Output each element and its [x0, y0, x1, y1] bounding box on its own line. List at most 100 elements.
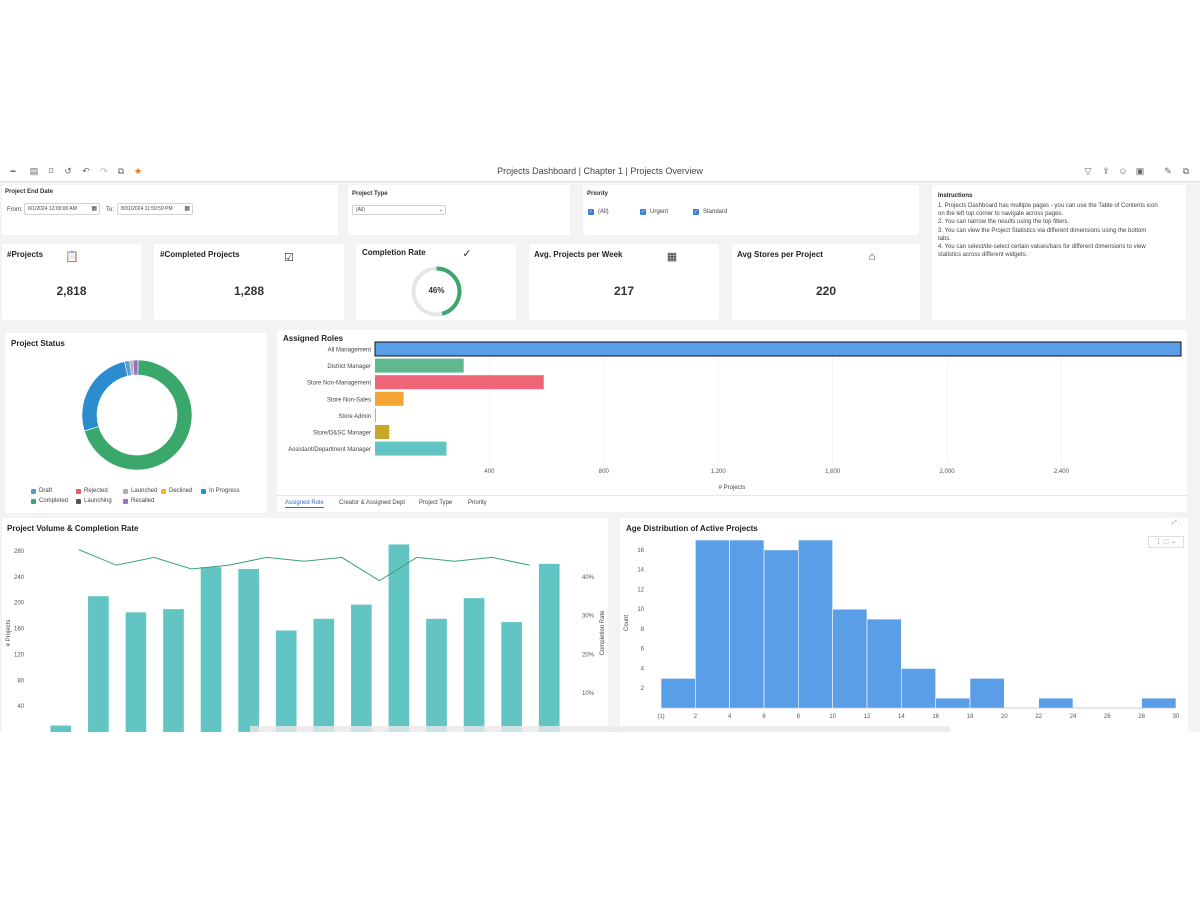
history-icon[interactable]: ↺ — [64, 166, 72, 176]
priority-standard-checkbox[interactable]: ✓ — [693, 209, 699, 215]
status-donut-chart[interactable] — [77, 355, 197, 475]
chart-tools[interactable]: ⋮ ⬚ ↔ — [1148, 536, 1184, 548]
tab-priority[interactable]: Priority — [468, 500, 487, 506]
donut-slice[interactable] — [132, 359, 139, 376]
histogram-bar[interactable] — [832, 608, 868, 709]
legend-item[interactable]: Launched — [131, 488, 158, 494]
histogram-bar[interactable] — [1141, 697, 1177, 709]
volume-bar[interactable] — [313, 618, 335, 732]
tab-assigned-role[interactable]: Assigned Role — [285, 500, 324, 508]
role-bar[interactable] — [375, 441, 447, 456]
role-bar[interactable] — [375, 391, 404, 406]
legend-item[interactable]: In Progress — [209, 488, 240, 494]
priority-standard-label: Standard — [703, 209, 728, 215]
volume-bar[interactable] — [200, 567, 222, 732]
donut-slice[interactable] — [83, 359, 193, 471]
assigned-roles-chart[interactable]: 400 800 1,200 1,600 2,000 2,400 All Management… — [277, 330, 1187, 495]
filter-icon[interactable]: ▽ — [1084, 166, 1092, 176]
histogram-bar[interactable] — [901, 668, 936, 709]
check-circle-icon: ✓ — [462, 248, 472, 260]
from-date-input[interactable]: 6/1/2024 12:00:00 AM ▦ — [24, 203, 100, 215]
to-label: To: — [106, 207, 115, 213]
bookmark-icon[interactable]: ⌑ — [48, 166, 54, 176]
volume-bar[interactable] — [275, 630, 297, 732]
filter-label: Project Type — [352, 191, 388, 197]
instruction-line: 2. You can narrow the results using the … — [938, 219, 1070, 226]
x-tick-label: 400 — [484, 469, 495, 475]
check-box-icon: ☑ — [284, 252, 294, 264]
age-panel: Age Distribution of Active Projects ⤢ ⋮ … — [620, 518, 1188, 732]
histogram-bar[interactable] — [798, 539, 833, 709]
completion-rate-line[interactable] — [78, 549, 530, 582]
legend-item[interactable]: Draft — [39, 488, 53, 494]
role-bar[interactable] — [375, 358, 464, 373]
panel-title: Project Status — [11, 339, 65, 348]
volume-bar[interactable] — [125, 612, 147, 732]
calendar-icon[interactable]: ▦ — [184, 206, 190, 212]
chevron-down-icon: ⌄ — [438, 207, 443, 213]
legend-swatch — [76, 499, 81, 504]
y-tick-label: 280 — [14, 549, 25, 555]
volume-bar[interactable] — [88, 596, 109, 732]
volume-bar[interactable] — [238, 569, 259, 732]
scroll-shadow — [250, 726, 950, 732]
redo-icon[interactable]: ↷ — [100, 166, 108, 176]
more-icon[interactable]: ⧉ — [1182, 166, 1190, 176]
toc-icon[interactable]: ▤ — [29, 166, 39, 176]
tab-creator-dept[interactable]: Creator & Assigned Dept — [339, 500, 406, 506]
histogram-bar[interactable] — [866, 618, 902, 709]
volume-bar[interactable] — [50, 725, 72, 732]
kpi-avg-projects-week[interactable]: Avg. Projects per Week ▦ 217 — [529, 244, 719, 320]
kpi-label: #Completed Projects — [160, 250, 240, 259]
priority-all-checkbox[interactable]: ✓ — [588, 209, 594, 215]
volume-chart[interactable]: 40 80 120 160 200 240 280 # Projects 10% 20% 30% 40… — [2, 518, 608, 732]
kpi-completed-projects[interactable]: #Completed Projects ☑ 1,288 — [154, 244, 344, 320]
volume-bar[interactable] — [163, 609, 184, 732]
legend-item[interactable]: Launching — [84, 498, 112, 504]
role-bar[interactable] — [375, 408, 376, 423]
priority-urgent-checkbox[interactable]: ✓ — [640, 209, 646, 215]
kpi-avg-stores-project[interactable]: Avg Stores per Project ⌂ 220 — [732, 244, 920, 320]
from-date-value: 6/1/2024 12:00:00 AM — [28, 206, 77, 212]
dashboard: ▬ ▤ ⌑ ↺ ↶ ↷ ⧉ ★ Projects Dashboard | Cha… — [0, 160, 1200, 732]
volume-bar[interactable] — [501, 622, 522, 732]
kpi-completion-rate[interactable]: Completion Rate ✓ 46% — [356, 244, 516, 320]
star-icon[interactable]: ★ — [133, 166, 143, 176]
histogram-bar[interactable] — [935, 697, 971, 709]
legend-item[interactable]: Rejected — [84, 488, 108, 494]
role-bar[interactable] — [375, 425, 390, 439]
filter-label: Priority — [587, 191, 609, 197]
tab-project-type[interactable]: Project Type — [419, 500, 453, 506]
instruction-line: on the left top corner to navigate acros… — [938, 211, 1064, 218]
save-icon[interactable]: ▣ — [1135, 166, 1145, 176]
histogram-bar[interactable] — [729, 539, 765, 709]
legend-item[interactable]: Completed — [39, 498, 69, 504]
legend-item[interactable]: Declined — [169, 488, 193, 494]
histogram-bar[interactable] — [1038, 697, 1074, 709]
to-date-input[interactable]: 8/31/2024 11:59:59 PM ▦ — [117, 203, 193, 215]
expand-icon[interactable]: ⤢ ⋮ — [1172, 520, 1180, 526]
role-bar[interactable] — [375, 375, 544, 390]
kpi-projects[interactable]: #Projects 📋 2,818 — [2, 244, 141, 320]
copy-icon[interactable]: ⧉ — [117, 166, 125, 176]
donut-slice[interactable] — [81, 361, 129, 432]
share-icon[interactable]: ⇪ — [1102, 166, 1110, 176]
histogram-bar[interactable] — [763, 549, 799, 709]
role-bar[interactable] — [374, 341, 1182, 357]
edit-icon[interactable]: ✎ — [1164, 166, 1172, 176]
volume-bar[interactable] — [351, 604, 372, 732]
histogram-bar[interactable] — [695, 539, 730, 709]
project-type-select[interactable]: (All) ⌄ — [352, 205, 446, 215]
volume-bar[interactable] — [426, 618, 447, 732]
calendar-icon[interactable]: ▦ — [91, 206, 97, 212]
volume-bar[interactable] — [388, 544, 410, 732]
histogram-bar[interactable] — [660, 678, 696, 709]
volume-bar[interactable] — [463, 598, 485, 732]
volume-bar[interactable] — [538, 563, 560, 732]
x-tick-label: 16 — [932, 714, 939, 720]
legend-item[interactable]: Recalled — [131, 498, 155, 504]
histogram-bar[interactable] — [969, 678, 1005, 709]
undo-icon[interactable]: ↶ — [82, 166, 90, 176]
user-icon[interactable]: ☺ — [1118, 166, 1128, 176]
